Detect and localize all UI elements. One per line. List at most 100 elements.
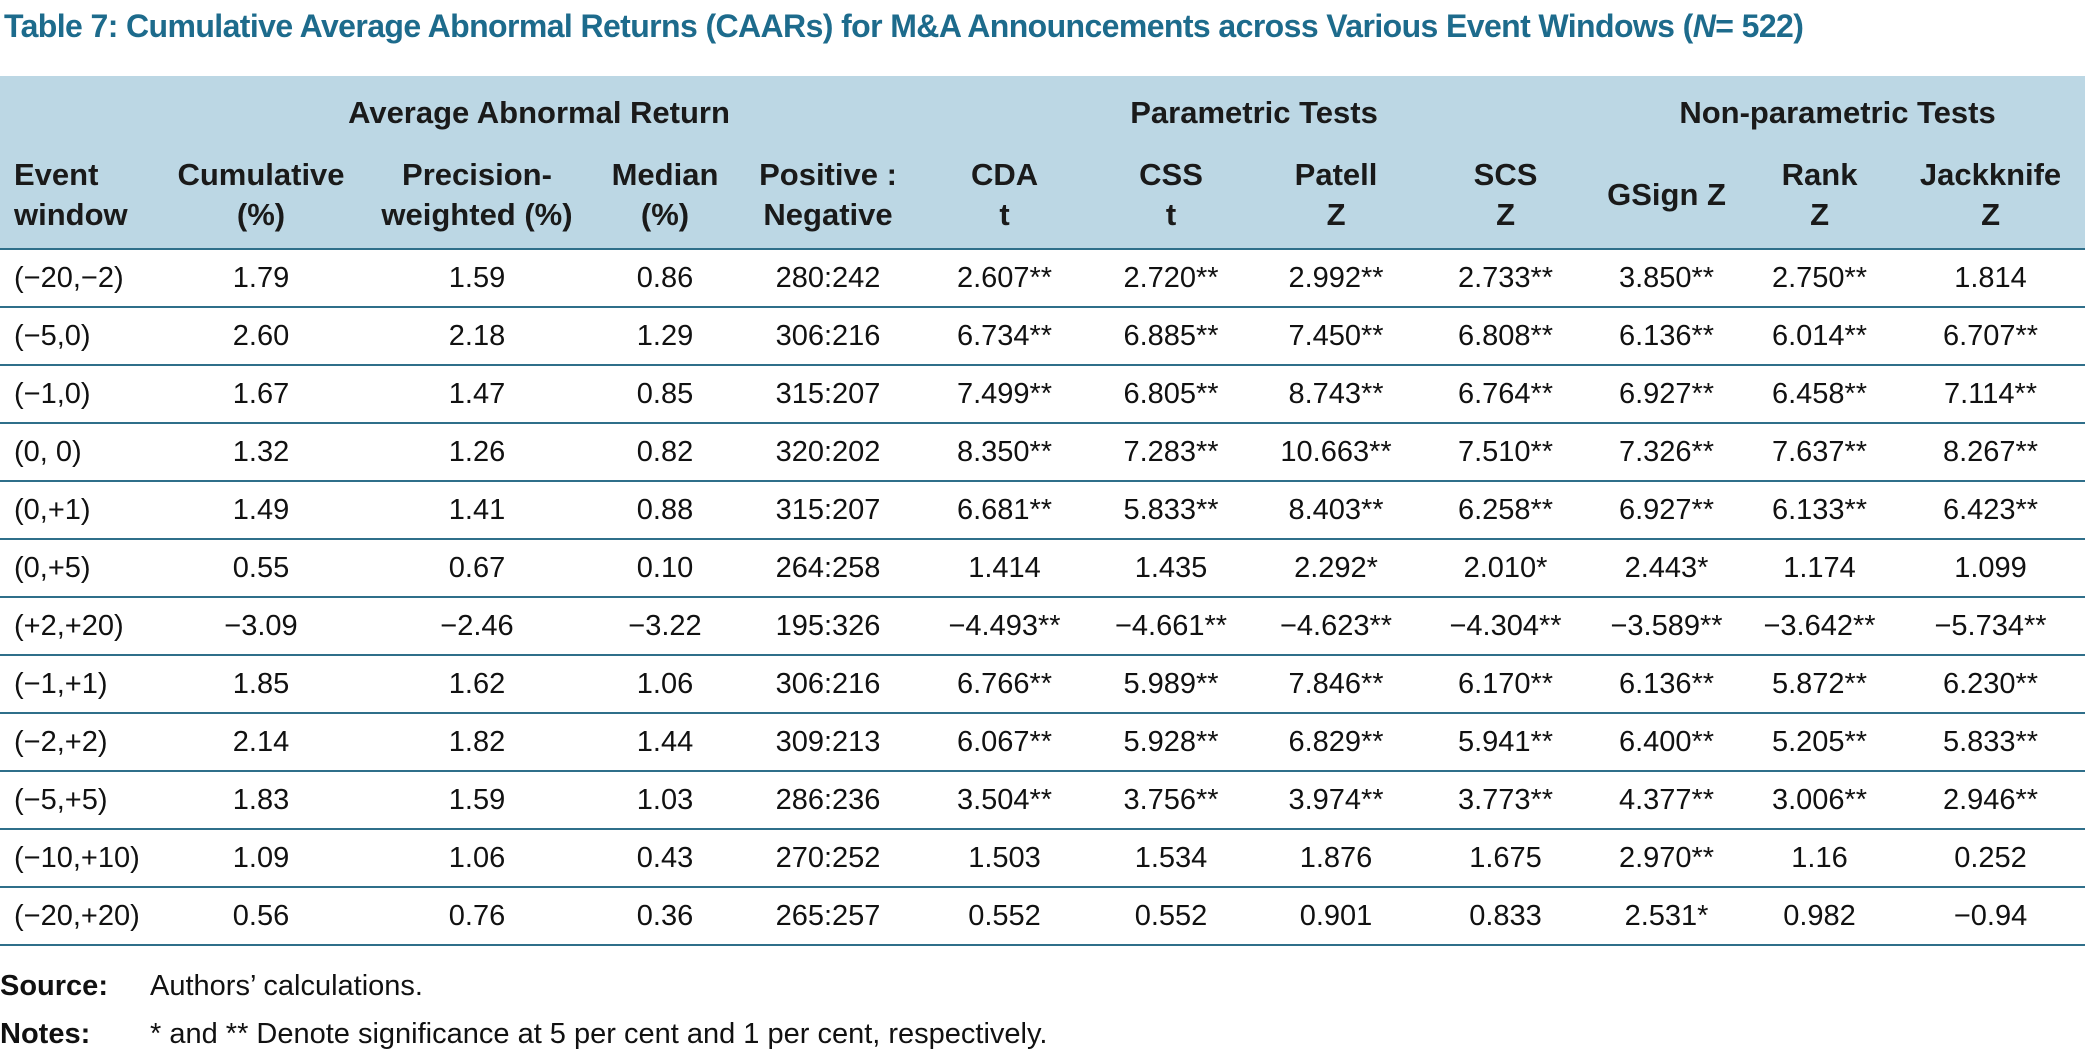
column-header-line: Cumulative <box>177 157 345 192</box>
table-cell: 0.55 <box>160 539 362 598</box>
table-cell: 6.885** <box>1091 307 1252 366</box>
table-cell: 7.510** <box>1421 423 1591 482</box>
table-cell: 6.230** <box>1896 655 2085 714</box>
table-cell: 3.974** <box>1251 771 1422 830</box>
table-cell: 2.010* <box>1421 539 1591 598</box>
row-label: (−20,+20) <box>0 887 160 946</box>
table-cell: 264:258 <box>738 539 919 598</box>
row-label: (−1,0) <box>0 365 160 424</box>
column-header-line: Event <box>14 157 99 192</box>
table-cell: 286:236 <box>738 771 919 830</box>
table-cell: 1.29 <box>592 307 738 366</box>
table-cell: −2.46 <box>362 597 592 656</box>
table-cell: 7.326** <box>1590 423 1744 482</box>
table-cell: 10.663** <box>1251 423 1422 482</box>
column-header-line: Positive : <box>759 157 897 192</box>
table-cell: 0.10 <box>592 539 738 598</box>
title-text: Table 7: Cumulative Average Abnormal Ret… <box>4 8 1693 44</box>
table-cell: 6.067** <box>918 713 1092 772</box>
column-header: SCS Z <box>1421 142 1591 250</box>
table-cell: 7.637** <box>1743 423 1897 482</box>
row-label: (0, 0) <box>0 423 160 482</box>
table-cell: 7.114** <box>1896 365 2085 424</box>
table-row: (−10,+10) 1.09 1.06 0.43 270:252 1.503 1.534 1.… <box>0 829 2085 888</box>
table-cell: 1.67 <box>160 365 362 424</box>
table-cell: 1.85 <box>160 655 362 714</box>
row-label: (−20,−2) <box>0 249 160 308</box>
table-row: (−1,0) 1.67 1.47 0.85 315:207 7.499** 6.805** 8… <box>0 365 2085 424</box>
column-header: Cumulative (%) <box>160 142 362 250</box>
table-cell: 2.992** <box>1251 249 1422 308</box>
column-header: Positive : Negative <box>738 142 919 250</box>
table-cell: 5.989** <box>1091 655 1252 714</box>
row-label: (−10,+10) <box>0 829 160 888</box>
column-header-line: t <box>999 197 1010 232</box>
table-cell: 1.503 <box>918 829 1092 888</box>
group-header: Average Abnormal Return <box>348 95 730 130</box>
row-label: (−5,+5) <box>0 771 160 830</box>
table-cell: 6.927** <box>1590 365 1744 424</box>
table-cell: 3.006** <box>1743 771 1897 830</box>
column-header-line: Z <box>1496 197 1515 232</box>
table-cell: 6.707** <box>1896 307 2085 366</box>
table-cell: 280:242 <box>738 249 919 308</box>
table-cell: 2.970** <box>1590 829 1744 888</box>
table-row: (0,+5) 0.55 0.67 0.10 264:258 1.414 1.435 2.292… <box>0 539 2085 598</box>
row-label: (−5,0) <box>0 307 160 366</box>
row-label: (−1,+1) <box>0 655 160 714</box>
table-cell: 1.47 <box>362 365 592 424</box>
table-cell: 1.174 <box>1743 539 1897 598</box>
table-cell: −4.304** <box>1421 597 1591 656</box>
table-cell: 306:216 <box>738 307 919 366</box>
table-cell: 8.403** <box>1251 481 1422 540</box>
table-row: (−5,0) 2.60 2.18 1.29 306:216 6.734** 6.885** 7… <box>0 307 2085 366</box>
table-cell: 315:207 <box>738 481 919 540</box>
table-cell: 6.258** <box>1421 481 1591 540</box>
table-cell: 6.808** <box>1421 307 1591 366</box>
table-cell: 0.982 <box>1743 887 1897 946</box>
table-cell: 1.59 <box>362 249 592 308</box>
table-cell: 6.734** <box>918 307 1092 366</box>
table-cell: 6.136** <box>1590 655 1744 714</box>
table-cell: 2.750** <box>1743 249 1897 308</box>
table-cell: 6.681** <box>918 481 1092 540</box>
table-cell: 5.833** <box>1091 481 1252 540</box>
table-cell: 6.136** <box>1590 307 1744 366</box>
table-cell: 320:202 <box>738 423 919 482</box>
table-cell: 1.534 <box>1091 829 1252 888</box>
table-cell: 6.764** <box>1421 365 1591 424</box>
table-cell: 5.941** <box>1421 713 1591 772</box>
table-cell: 6.829** <box>1251 713 1422 772</box>
table-cell: 2.531* <box>1590 887 1744 946</box>
column-header: Jackknife Z <box>1896 142 2085 250</box>
table-cell: 6.927** <box>1590 481 1744 540</box>
column-header-line: Z <box>1326 197 1346 232</box>
table-cell: 2.443* <box>1590 539 1744 598</box>
table-cell: 0.252 <box>1896 829 2085 888</box>
table-cell: 2.733** <box>1421 249 1591 308</box>
table-cell: 3.756** <box>1091 771 1252 830</box>
table-row: (−1,+1) 1.85 1.62 1.06 306:216 6.766** 5.989**… <box>0 655 2085 714</box>
table-body: (−20,−2) 1.79 1.59 0.86 280:242 2.607** 2.720*… <box>0 249 2085 946</box>
table-cell: 1.79 <box>160 249 362 308</box>
column-header-line: weighted (%) <box>381 197 573 232</box>
table-cell: 1.435 <box>1091 539 1252 598</box>
table-cell: 3.504** <box>918 771 1092 830</box>
footnote-label: Source: <box>0 970 108 1002</box>
table-cell: 0.86 <box>592 249 738 308</box>
table-cell: −0.94 <box>1896 887 2085 946</box>
table-row: (−5,+5) 1.83 1.59 1.03 286:236 3.504** 3.756**… <box>0 771 2085 830</box>
table-cell: 315:207 <box>738 365 919 424</box>
table-cell: 265:257 <box>738 887 919 946</box>
table-cell: 1.876 <box>1251 829 1422 888</box>
group-header: Non-parametric Tests <box>1679 95 1996 130</box>
table-cell: 309:213 <box>738 713 919 772</box>
table-row: (0,+1) 1.49 1.41 0.88 315:207 6.681** 5.833** 8… <box>0 481 2085 540</box>
table-cell: 3.850** <box>1590 249 1744 308</box>
table-cell: 6.458** <box>1743 365 1897 424</box>
table-cell: 0.76 <box>362 887 592 946</box>
table-cell: 6.133** <box>1743 481 1897 540</box>
table-cell: 1.44 <box>592 713 738 772</box>
column-header-line: (%) <box>640 197 690 232</box>
